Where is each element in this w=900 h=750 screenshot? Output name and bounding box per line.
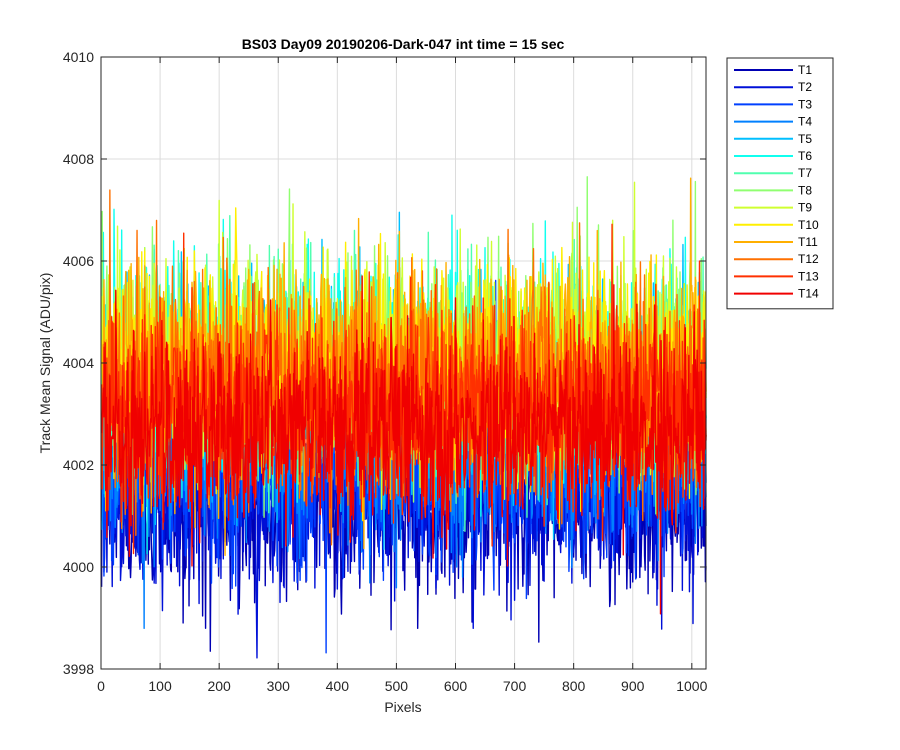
x-axis-label: Pixels xyxy=(384,699,421,715)
legend-label: T13 xyxy=(798,269,819,283)
y-tick-label: 4004 xyxy=(63,355,94,371)
legend-label: T11 xyxy=(798,235,818,249)
y-tick-label: 4010 xyxy=(63,49,94,65)
x-tick-label: 800 xyxy=(562,678,586,694)
legend-label: T12 xyxy=(798,252,819,266)
legend-label: T10 xyxy=(798,218,819,232)
y-tick-label: 4002 xyxy=(63,457,94,473)
x-tick-label: 1000 xyxy=(676,678,707,694)
legend-label: T4 xyxy=(798,115,812,129)
y-axis-label: Track Mean Signal (ADU/pix) xyxy=(37,273,53,454)
x-tick-label: 600 xyxy=(444,678,468,694)
legend-label: T2 xyxy=(798,80,812,94)
legend-label: T14 xyxy=(798,287,819,301)
legend-label: T9 xyxy=(798,201,812,215)
y-tick-label: 4000 xyxy=(63,559,94,575)
series-line-t13 xyxy=(100,223,707,555)
x-tick-label: 100 xyxy=(148,678,172,694)
y-tick-label: 3998 xyxy=(63,661,94,677)
legend-label: T3 xyxy=(798,97,812,111)
legend-box xyxy=(726,57,834,310)
chart-title: BS03 Day09 20190206-Dark-047 int time = … xyxy=(242,36,565,52)
x-tick-label: 300 xyxy=(267,678,291,694)
legend-label: T6 xyxy=(798,149,812,163)
legend: T1 T2 T3 T4 T5 T6 T7 T8 T9 T10 T11 T12 T13 T14 xyxy=(726,57,834,310)
x-tick-label: 200 xyxy=(207,678,231,694)
legend-label: T5 xyxy=(798,132,812,146)
legend-label: T8 xyxy=(798,183,812,197)
x-tick-label: 500 xyxy=(385,678,409,694)
x-tick-label: 700 xyxy=(503,678,527,694)
legend-label: T1 xyxy=(798,63,812,77)
x-tick-label: 400 xyxy=(326,678,350,694)
x-tick-label: 0 xyxy=(97,678,105,694)
series-layer xyxy=(100,176,707,659)
series-line-t14 xyxy=(100,275,707,615)
axis-ticks: 0 100 200 300 400 500 600 700 800 900 1000 3998 4000… xyxy=(63,49,708,694)
legend-label: T7 xyxy=(798,166,812,180)
y-tick-label: 4008 xyxy=(63,151,94,167)
y-tick-label: 4006 xyxy=(63,253,94,269)
x-tick-label: 900 xyxy=(621,678,645,694)
